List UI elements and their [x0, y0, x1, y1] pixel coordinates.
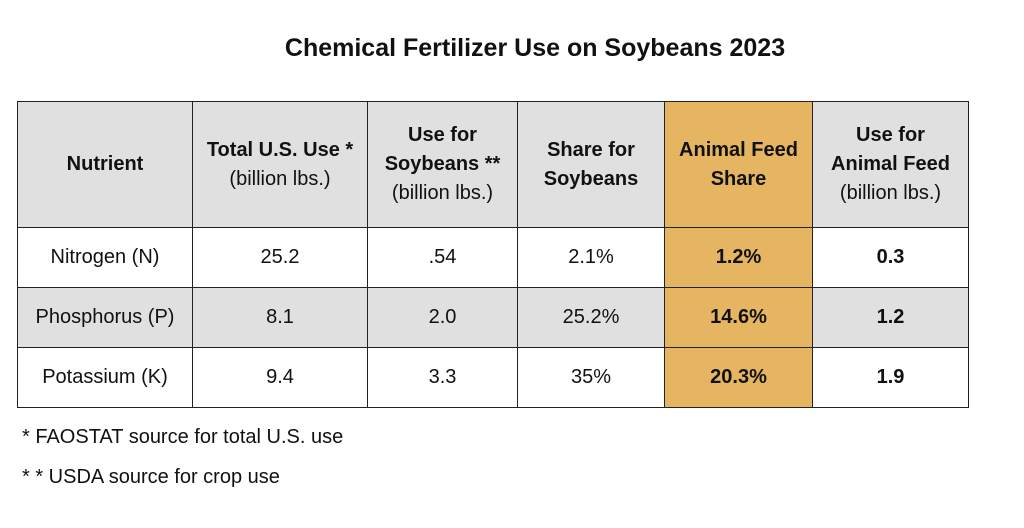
- table-row: Potassium (K) 9.4 3.3 35% 20.3% 1.9: [17, 347, 969, 408]
- cell-total-us-use: 25.2: [192, 227, 368, 288]
- header-total-us-use-label: Total U.S. Use *: [206, 138, 354, 161]
- header-animal-feed-share: Animal Feed Share: [664, 101, 813, 228]
- fertilizer-table: Nutrient Total U.S. Use * (billion lbs.)…: [17, 101, 969, 408]
- header-share-for-soybeans: Share for Soybeans: [517, 101, 665, 228]
- cell-share-for-soybeans: 35%: [517, 347, 665, 408]
- header-use-for-soybeans-line1: Use for: [408, 124, 477, 146]
- cell-nutrient: Nitrogen (N): [17, 227, 193, 288]
- table-header-row: Nutrient Total U.S. Use * (billion lbs.)…: [17, 101, 969, 228]
- header-nutrient-label: Nutrient: [66, 153, 144, 175]
- footnote-crop-use-source: * * USDA source for crop use: [22, 466, 280, 488]
- footnote-total-use-source: * FAOSTAT source for total U.S. use: [22, 426, 344, 448]
- header-use-for-animal-feed-unit: (billion lbs.): [839, 182, 942, 204]
- cell-total-us-use: 9.4: [192, 347, 368, 408]
- table-row: Nitrogen (N) 25.2 .54 2.1% 1.2% 0.3: [17, 227, 969, 288]
- cell-use-for-soybeans: .54: [367, 227, 518, 288]
- header-total-us-use: Total U.S. Use * (billion lbs.): [192, 101, 368, 228]
- cell-animal-feed-share: 20.3%: [664, 347, 813, 408]
- table-row: Phosphorus (P) 8.1 2.0 25.2% 14.6% 1.2: [17, 287, 969, 348]
- header-share-for-soybeans-line2: Soybeans: [543, 167, 639, 190]
- cell-use-for-soybeans: 2.0: [367, 287, 518, 348]
- header-use-for-soybeans: Use for Soybeans ** (billion lbs.): [367, 101, 518, 228]
- cell-animal-feed-share: 1.2%: [664, 227, 813, 288]
- cell-animal-feed-share: 14.6%: [664, 287, 813, 348]
- cell-use-for-animal-feed: 0.3: [812, 227, 969, 288]
- cell-nutrient: Potassium (K): [17, 347, 193, 408]
- cell-share-for-soybeans: 25.2%: [517, 287, 665, 348]
- header-share-for-soybeans-line1: Share for: [547, 138, 635, 161]
- cell-nutrient: Phosphorus (P): [17, 287, 193, 348]
- header-total-us-use-unit: (billion lbs.): [229, 167, 331, 190]
- cell-total-us-use: 8.1: [192, 287, 368, 348]
- header-use-for-soybeans-line2: Soybeans **: [384, 153, 501, 175]
- header-nutrient: Nutrient: [17, 101, 193, 228]
- table-title: Chemical Fertilizer Use on Soybeans 2023: [284, 34, 786, 62]
- cell-use-for-soybeans: 3.3: [367, 347, 518, 408]
- header-animal-feed-share-line2: Share: [710, 167, 767, 190]
- header-use-for-soybeans-unit: (billion lbs.): [391, 182, 494, 204]
- header-use-for-animal-feed-line2: Animal Feed: [831, 153, 950, 175]
- cell-share-for-soybeans: 2.1%: [517, 227, 665, 288]
- header-use-for-animal-feed: Use for Animal Feed (billion lbs.): [812, 101, 969, 228]
- header-animal-feed-share-line1: Animal Feed: [679, 138, 798, 161]
- cell-use-for-animal-feed: 1.9: [812, 347, 969, 408]
- cell-use-for-animal-feed: 1.2: [812, 287, 969, 348]
- header-use-for-animal-feed-line1: Use for: [856, 124, 925, 146]
